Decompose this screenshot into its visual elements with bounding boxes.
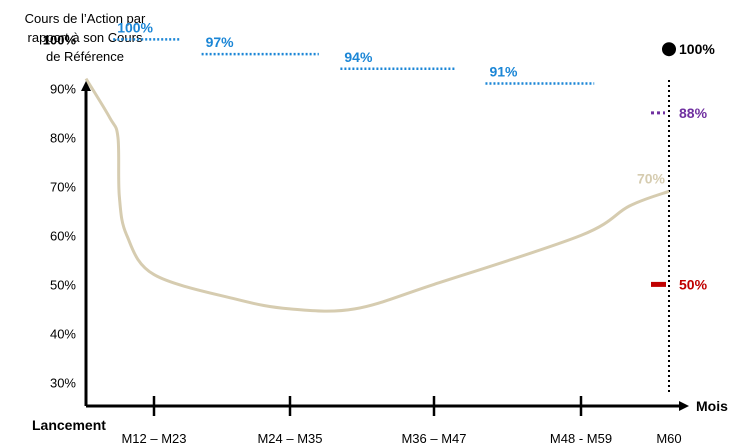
- protection-barrier-label: 50%: [679, 276, 708, 292]
- y-tick-label: 40%: [50, 326, 76, 341]
- x-axis-origin-label: Lancement: [32, 417, 106, 433]
- autocall-barrier-label: 94%: [344, 49, 373, 65]
- maturity-reference-label: 100%: [679, 41, 715, 57]
- x-tick-label: M60: [656, 431, 681, 445]
- x-tick-label: M12 – M23: [121, 431, 186, 445]
- y-tick-label: 70%: [50, 179, 76, 194]
- y-tick-labels: 30%40%50%60%70%80%90%100%110%120%130%140…: [43, 32, 77, 390]
- x-tick-label: M36 – M47: [401, 431, 466, 445]
- price-path-end-label: 70%: [637, 170, 666, 186]
- autocall-barrier-label: 97%: [206, 34, 235, 50]
- autocall-barrier-label: 100%: [117, 19, 153, 35]
- x-tick-label: M48 - M59: [550, 431, 612, 445]
- x-axis-title: Mois: [696, 398, 728, 414]
- y-axis-title-line-3: de Référence: [46, 49, 124, 64]
- y-tick-label: 100%: [43, 32, 77, 47]
- y-tick-label: 50%: [50, 277, 76, 292]
- y-axis-title: Cours de l’Action par rapport à son Cour…: [25, 11, 146, 64]
- maturity-reference-dot: [662, 42, 676, 57]
- maturity-markers: 100% 88% 50%: [651, 41, 715, 292]
- x-tick-label: M24 – M35: [257, 431, 322, 445]
- y-axis-title-line-1: Cours de l’Action par: [25, 11, 146, 26]
- y-tick-label: 80%: [50, 130, 76, 145]
- autocall-barrier-label: 91%: [489, 64, 518, 80]
- y-axis-title-line-2: rapport à son Cours: [28, 30, 143, 45]
- autocall-barriers: 100% 97% 94% 91%: [113, 19, 595, 85]
- y-tick-label: 30%: [50, 375, 76, 390]
- x-tick-labels: M12 – M23 M24 – M35 M36 – M47 M48 - M59 M60: [121, 431, 681, 445]
- final-barrier-label: 88%: [679, 105, 708, 121]
- y-tick-label: 60%: [50, 228, 76, 243]
- y-tick-label: 90%: [50, 81, 76, 96]
- price-path-line: [84, 77, 670, 313]
